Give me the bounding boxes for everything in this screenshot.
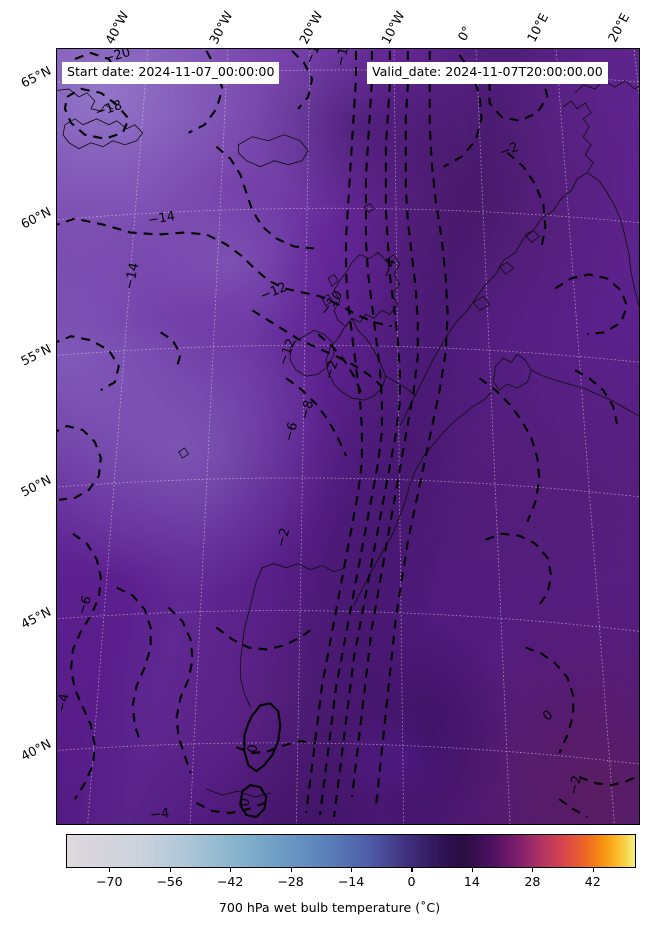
contour-label: −10 <box>317 288 346 319</box>
lat-tick-label-60N: 60°N <box>18 203 54 232</box>
colorbar-tick-label: −70 <box>95 874 123 889</box>
colorbar-tick-label: −14 <box>337 874 365 889</box>
colorbar-tick <box>532 868 534 872</box>
colorbar-tick <box>592 868 594 872</box>
lat-tick-label-55N: 55°N <box>18 340 54 369</box>
lon-tick-label-20W: 20°W <box>295 8 326 47</box>
lon-tick-label-10W: 10°W <box>377 8 408 47</box>
colorbar-tick <box>290 868 292 872</box>
colorbar-gradient <box>67 835 635 867</box>
contour-label: −18 <box>93 98 124 121</box>
colorbar-tick-label: −42 <box>216 874 244 889</box>
map-plot-area[interactable]: −20 −18 −16 −14 −14 −14 −12 −12 −10 −8 −… <box>56 48 640 825</box>
colorbar-tick-label: 42 <box>584 874 601 889</box>
contour-label: −2 <box>498 140 521 161</box>
lon-tick-label-30W: 30°W <box>205 8 236 47</box>
contour-label: −4 <box>379 257 399 280</box>
colorbar-tick <box>411 868 413 872</box>
colorbar-tick-label: −56 <box>156 874 183 889</box>
lat-tick-label-65N: 65°N <box>18 62 54 91</box>
isotherm-contours: −20 −18 −16 −14 −14 −14 −12 −12 −10 −8 −… <box>57 49 639 823</box>
contour-label: −2 <box>274 526 294 549</box>
colorbar-tick <box>351 868 353 872</box>
start-date-annotation: Start date: 2024-11-07_00:00:00 <box>62 62 280 84</box>
colorbar-tick <box>109 868 111 872</box>
contour-label: 0 <box>237 797 253 807</box>
lat-tick-label-45N: 45°N <box>18 603 54 632</box>
contour-label: −14 <box>147 209 177 229</box>
colorbar[interactable] <box>66 834 636 868</box>
contour-label: −6 <box>282 421 302 444</box>
contour-label: −12 <box>258 280 289 304</box>
lat-tick-label-40N: 40°N <box>18 735 54 764</box>
contour-label: −8 <box>298 399 318 422</box>
colorbar-tick <box>169 868 171 872</box>
coastline-overlay <box>57 80 639 798</box>
lon-tick-label-40W: 40°W <box>101 8 132 47</box>
lon-tick-label-0: 0° <box>454 23 475 44</box>
colorbar-tick <box>471 868 473 872</box>
lon-tick-label-10E: 10°E <box>523 10 552 45</box>
contour-label: −16 <box>333 49 353 68</box>
contour-label: −4 <box>150 806 171 823</box>
colorbar-tick-layer: −70 −56 −42 −28 −14 0 14 28 42 <box>66 834 636 894</box>
colorbar-tick-label: 28 <box>524 874 541 889</box>
valid-date-annotation: Valid_date: 2024-11-07T20:00:00.00 <box>367 62 608 84</box>
colorbar-title: 700 hPa wet bulb temperature (˚C) <box>218 900 441 915</box>
contour-label: 0 <box>540 708 556 725</box>
contour-label: −2 <box>566 774 585 796</box>
colorbar-tick <box>230 868 232 872</box>
contour-label: −14 <box>122 261 142 291</box>
contour-label: −2 <box>322 359 342 382</box>
colorbar-tick-label: 0 <box>407 874 416 889</box>
contour-label: −6 <box>75 594 96 617</box>
colorbar-tick-label: 14 <box>463 874 480 889</box>
lat-tick-label-50N: 50°N <box>18 471 54 500</box>
contour-label: −4 <box>57 692 73 714</box>
contour-label: −12 <box>276 337 299 368</box>
colorbar-tick-label: −28 <box>277 874 304 889</box>
contour-label: 0 <box>245 743 261 753</box>
lon-tick-label-20E: 20°E <box>604 10 633 45</box>
